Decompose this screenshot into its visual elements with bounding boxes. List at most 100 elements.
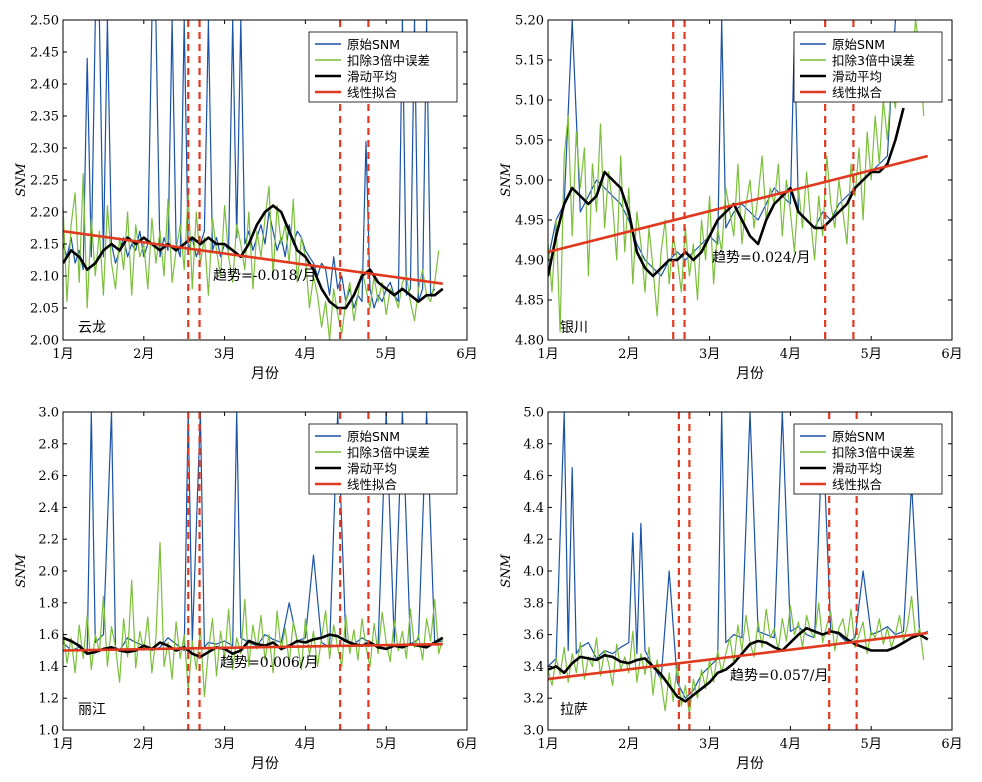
series-line-moving	[548, 107, 905, 278]
series-line-fit	[548, 154, 929, 254]
x-tick-label: 1月	[52, 347, 73, 362]
station-label: 银川	[560, 320, 588, 336]
x-axis-title: 月份	[251, 366, 279, 382]
legend-label: 滑动平均	[832, 461, 882, 476]
y-tick-label: 2.20	[30, 206, 59, 221]
y-tick-label: 2.0	[38, 565, 59, 580]
legend-label: 扣除3倍中误差	[832, 445, 915, 460]
station-label: 云龙	[78, 320, 106, 336]
chart-panel-2: 4.80 4.85 4.90 4.95 5.00 5.05 5.10 5.15 5.20 1月 2月…	[499, 14, 963, 383]
legend-label: 线性拟合	[832, 85, 883, 100]
x-tick-label: 5月	[861, 347, 882, 362]
legend-label: 滑动平均	[347, 461, 397, 476]
x-tick-label: 3月	[214, 737, 235, 752]
y-tick-label: 4.85	[515, 294, 544, 309]
legend-label: 原始SNM	[347, 429, 400, 444]
legend-label: 原始SNM	[832, 37, 885, 52]
series-line-filtered	[548, 595, 925, 715]
x-tick-label: 1月	[52, 737, 73, 752]
legend-label: 扣除3倍中误差	[347, 53, 430, 68]
legend-label: 线性拟合	[347, 85, 398, 100]
y-tick-label: 5.00	[515, 174, 544, 189]
y-tick-label: 5.15	[515, 54, 544, 69]
plot-layer	[548, 20, 929, 340]
legend-label: 原始SNM	[347, 37, 400, 52]
chart-panel-4: 3.0 3.2 3.4 3.6 3.8 4.0 4.2 4.4 4.6 4.8 5.0 1月 2月 3月 4…	[499, 406, 963, 773]
y-tick-label: 3.8	[523, 596, 544, 611]
x-tick-label: 3月	[699, 347, 720, 362]
series-line-filtered	[548, 20, 925, 333]
x-tick-label: 4月	[295, 737, 316, 752]
x-tick-label: 2月	[133, 347, 154, 362]
legend-label: 扣除3倍中误差	[832, 53, 915, 68]
station-label: 拉萨	[560, 702, 588, 718]
x-tick-label: 2月	[618, 347, 639, 362]
x-axis-title: 月份	[736, 366, 764, 382]
x-tick-label: 5月	[376, 347, 397, 362]
x-tick-label: 2月	[618, 737, 639, 752]
y-axis-title: SNM	[14, 554, 29, 588]
plot-layer	[548, 412, 929, 730]
legend-label: 原始SNM	[832, 429, 885, 444]
y-tick-label: 5.0	[523, 406, 544, 421]
legend-label: 滑动平均	[832, 69, 882, 84]
trend-annotation: 趋势=0.057/月	[730, 668, 829, 684]
series-line-filtered	[63, 541, 444, 698]
legend-label: 线性拟合	[832, 477, 883, 492]
x-tick-label: 4月	[780, 347, 801, 362]
y-tick-label: 1.4	[38, 660, 59, 675]
legend-label: 扣除3倍中误差	[347, 445, 430, 460]
x-tick-label: 4月	[295, 347, 316, 362]
trend-annotation: 趋势=-0.018/月	[213, 268, 316, 284]
y-tick-label: 4.90	[515, 254, 544, 269]
x-tick-label: 1月	[537, 347, 558, 362]
y-tick-label: 3.0	[38, 406, 59, 421]
series-line-fit	[548, 631, 928, 681]
series-line-fit	[63, 229, 443, 285]
series-line-raw	[548, 20, 896, 277]
legend-label: 滑动平均	[347, 69, 397, 84]
y-tick-label: 2.30	[30, 142, 59, 157]
series-line-raw	[548, 412, 929, 699]
y-tick-label: 3.2	[523, 692, 544, 707]
x-tick-label: 6月	[941, 347, 962, 362]
y-axis-title: SNM	[499, 554, 514, 588]
x-tick-label: 5月	[376, 737, 397, 752]
y-tick-label: 2.2	[38, 533, 59, 548]
y-tick-label: 4.8	[523, 437, 544, 452]
y-tick-label: 2.35	[30, 110, 59, 125]
y-tick-label: 4.0	[523, 565, 544, 580]
x-tick-label: 6月	[456, 347, 477, 362]
x-tick-label: 5月	[861, 737, 882, 752]
series-line-moving	[63, 633, 444, 659]
trend-annotation: 趋势=0.006/月	[220, 655, 319, 671]
y-tick-label: 4.80	[515, 334, 544, 349]
y-tick-label: 3.0	[523, 724, 544, 739]
y-tick-label: 4.4	[523, 501, 544, 516]
y-tick-label: 2.50	[30, 14, 59, 29]
x-axis-title: 月份	[251, 756, 279, 772]
trend-annotation: 趋势=0.024/月	[712, 250, 811, 266]
y-tick-label: 1.8	[38, 596, 59, 611]
series-line-fit	[63, 642, 443, 652]
y-tick-label: 2.25	[30, 174, 59, 189]
x-tick-label: 6月	[941, 737, 962, 752]
legend-label: 线性拟合	[347, 477, 398, 492]
y-tick-label: 2.4	[38, 501, 59, 516]
y-axis-title: SNM	[499, 163, 514, 197]
y-tick-label: 2.00	[30, 334, 59, 349]
y-tick-label: 2.45	[30, 46, 59, 61]
x-tick-label: 1月	[537, 737, 558, 752]
chart-panel-1: 2.00 2.05 2.10 2.15 2.20 2.25 2.30 2.35 2.40 2.45…	[14, 14, 478, 383]
y-tick-label: 2.6	[38, 469, 59, 484]
y-tick-label: 5.05	[515, 134, 544, 149]
y-tick-label: 2.8	[38, 437, 59, 452]
y-tick-label: 4.6	[523, 469, 544, 484]
y-tick-label: 1.6	[38, 628, 59, 643]
y-tick-label: 2.05	[30, 302, 59, 317]
y-tick-label: 4.2	[523, 533, 544, 548]
y-tick-label: 5.10	[515, 94, 544, 109]
